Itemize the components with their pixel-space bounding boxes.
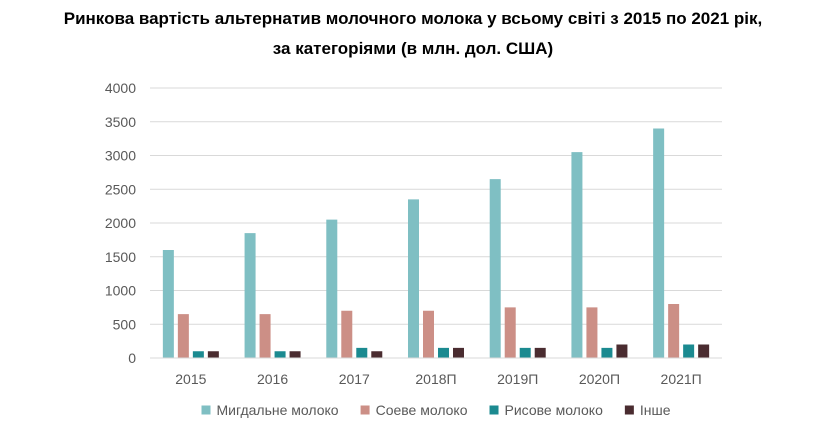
bar-2021П-series-1 xyxy=(668,304,680,358)
bar-2016-series-1 xyxy=(259,314,271,358)
legend-item-2: Рисове молоко xyxy=(489,402,604,418)
bar-2019П-series-1 xyxy=(504,307,516,358)
bar-2018П-series-1 xyxy=(423,310,434,358)
bars xyxy=(162,128,710,358)
x-tick-label: 2017 xyxy=(339,371,370,387)
legend-swatch xyxy=(489,405,499,415)
y-tick-label: 3000 xyxy=(105,148,136,164)
x-tick-label: 2015 xyxy=(175,371,206,387)
bar-2015-series-0 xyxy=(162,250,174,358)
legend-item-0: Мигдальне молоко xyxy=(201,402,339,418)
bar-2019П-series-2 xyxy=(519,347,531,358)
y-tick-label: 500 xyxy=(113,316,137,332)
legend-swatch xyxy=(624,405,634,415)
bar-2016-series-0 xyxy=(244,233,256,358)
y-tick-label: 1500 xyxy=(105,249,136,265)
x-tick-label: 2021П xyxy=(661,371,702,387)
bar-2021П-series-3 xyxy=(698,344,710,358)
x-tick-label: 2016 xyxy=(257,371,288,387)
y-tick-label: 3500 xyxy=(105,114,136,130)
chart-title-line-1: Ринкова вартість альтернатив молочного м… xyxy=(63,9,763,28)
y-tick-label: 0 xyxy=(128,350,136,366)
legend-item-3: Інше xyxy=(624,402,671,418)
legend-label: Соеве молоко xyxy=(376,402,468,418)
bar-2017-series-2 xyxy=(356,347,368,358)
bar-2021П-series-2 xyxy=(683,344,695,358)
bar-2020П-series-0 xyxy=(571,152,583,358)
bar-2018П-series-3 xyxy=(453,347,464,358)
legend-label: Інше xyxy=(640,402,671,418)
x-axis: 2015 2016 2017 2018П 2019П 2020П 2021П xyxy=(150,357,722,387)
x-tick-label: 2020П xyxy=(579,371,620,387)
bar-2018П-series-2 xyxy=(438,347,449,358)
y-tick-label: 4000 xyxy=(105,80,136,96)
bar-2016-series-3 xyxy=(289,351,301,358)
legend-item-1: Соеве молоко xyxy=(360,402,468,418)
bar-2017-series-0 xyxy=(326,219,338,358)
bar-2019П-series-3 xyxy=(534,347,546,358)
bar-2019П-series-0 xyxy=(489,179,501,358)
bar-2016-series-2 xyxy=(274,351,286,358)
legend-swatch xyxy=(360,405,370,415)
bar-2017-series-3 xyxy=(371,351,383,358)
y-tick-label: 2000 xyxy=(105,215,136,231)
bar-2020П-series-1 xyxy=(586,307,598,358)
bar-2015-series-1 xyxy=(177,314,189,358)
y-axis: 0 500 1000 1500 2000 2500 3000 3500 4000 xyxy=(105,80,136,366)
bar-2015-series-3 xyxy=(207,351,219,358)
bar-2017-series-1 xyxy=(341,310,353,358)
chart-title-line-2: за категоріями (в млн. дол. США) xyxy=(272,39,554,58)
chart-title: Ринкова вартість альтернатив молочного м… xyxy=(0,4,826,64)
legend-label: Рисове молоко xyxy=(505,402,604,418)
legend-label: Мигдальне молоко xyxy=(217,402,339,418)
bar-2020П-series-3 xyxy=(616,344,628,358)
x-tick-label: 2019П xyxy=(497,371,538,387)
legend: Мигдальне молоко Соеве молоко Рисове молок… xyxy=(201,402,671,418)
bar-2021П-series-0 xyxy=(653,128,665,358)
bar-2018П-series-0 xyxy=(408,199,419,358)
y-tick-label: 1000 xyxy=(105,283,136,299)
bar-2015-series-2 xyxy=(192,351,204,358)
bar-2020П-series-2 xyxy=(601,347,613,358)
legend-swatch xyxy=(201,405,211,415)
y-tick-label: 2500 xyxy=(105,181,136,197)
gridlines xyxy=(150,87,722,325)
x-tick-label: 2018П xyxy=(415,371,456,387)
